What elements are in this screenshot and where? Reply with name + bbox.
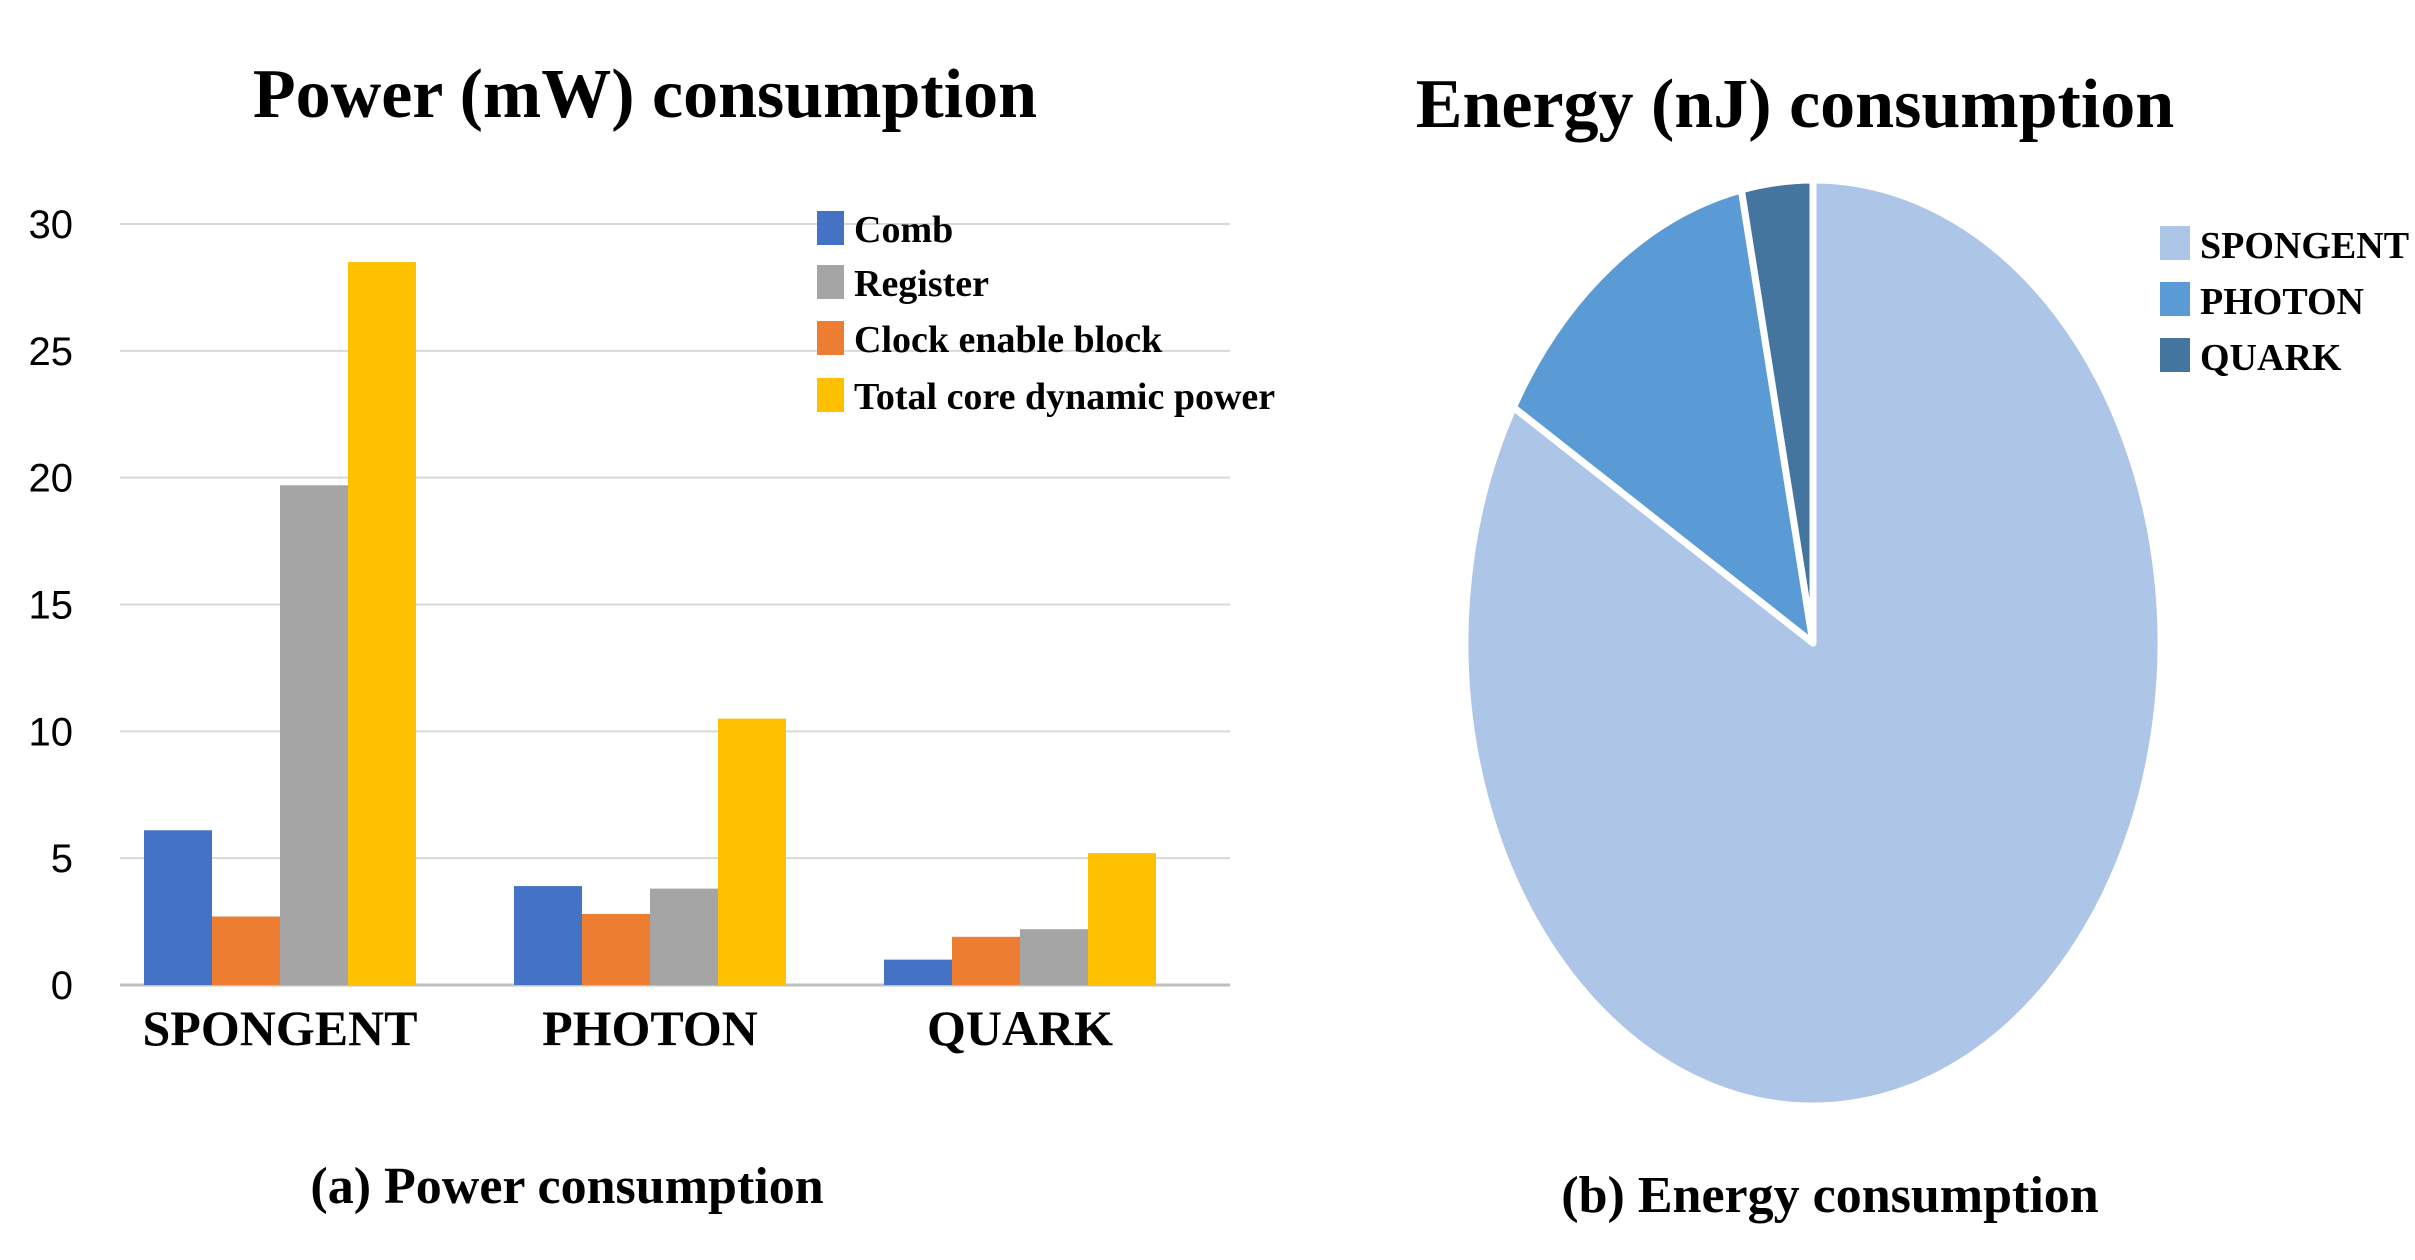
pie-legend-label: QUARK <box>2200 337 2342 379</box>
bar-legend-swatch <box>817 378 844 412</box>
bar-quark-register <box>1020 929 1088 985</box>
bar-photon-register <box>650 888 718 985</box>
bar-category-label: SPONGENT <box>142 1000 417 1056</box>
bar-quark-clock-enable-block <box>952 936 1020 985</box>
bar-category-label: QUARK <box>927 1000 1113 1056</box>
bar-legend-label: Comb <box>854 209 953 251</box>
bar-legend-label: Clock enable block <box>854 319 1163 361</box>
bar-y-tick-label: 20 <box>29 457 74 501</box>
pie-slices <box>1461 176 2165 1110</box>
bar-legend-swatch <box>817 265 844 299</box>
bar-y-tick-label: 30 <box>29 203 74 247</box>
bar-photon-total-core-dynamic-power <box>718 718 786 985</box>
bar-y-tick-label: 15 <box>29 584 74 628</box>
bar-marks <box>144 262 1156 985</box>
bar-category-labels: SPONGENT PHOTON QUARK <box>142 1000 1113 1056</box>
bar-y-tick-label: 0 <box>51 964 73 1008</box>
bar-spongent-comb <box>144 830 212 985</box>
pie-legend: SPONGENT PHOTON QUARK <box>2160 225 2409 379</box>
pie-legend-label: SPONGENT <box>2200 225 2409 267</box>
power-bar-chart: Power (mW) consumption 0 5 10 15 20 25 30 SPON… <box>29 56 1276 1215</box>
bar-quark-comb <box>884 959 952 985</box>
bar-legend-swatch <box>817 211 844 245</box>
bar-quark-total-core-dynamic-power <box>1088 853 1156 985</box>
bar-legend: Comb Register Clock enable block Total core… <box>817 209 1275 418</box>
bar-y-tick-label: 25 <box>29 330 74 374</box>
bar-spongent-register <box>280 485 348 985</box>
bar-y-tick-label: 10 <box>29 710 74 754</box>
pie-legend-swatch <box>2160 338 2190 372</box>
bar-legend-label: Total core dynamic power <box>854 376 1275 418</box>
bar-y-tick-labels: 0 5 10 15 20 25 30 <box>29 203 74 1008</box>
bar-category-label: PHOTON <box>542 1000 758 1056</box>
pie-chart-title: Energy (nJ) consumption <box>1416 66 2174 143</box>
pie-legend-label: PHOTON <box>2200 281 2364 323</box>
pie-slice-quark <box>1737 176 1817 647</box>
bar-spongent-total-core-dynamic-power <box>348 262 416 985</box>
bar-photon-clock-enable-block <box>582 913 650 985</box>
bar-spongent-clock-enable-block <box>212 916 280 985</box>
bar-legend-swatch <box>817 321 844 355</box>
bar-chart-caption: (a) Power consumption <box>310 1158 823 1215</box>
bar-y-tick-label: 5 <box>51 837 73 881</box>
pie-chart-caption: (b) Energy consumption <box>1561 1167 2098 1224</box>
pie-legend-swatch <box>2160 282 2190 316</box>
bar-legend-label: Register <box>854 263 989 305</box>
energy-pie-chart: Energy (nJ) consumption SPONGENT PHOTON QU… <box>1416 66 2409 1224</box>
pie-legend-swatch <box>2160 226 2190 260</box>
pie-slice-photon <box>1509 186 1817 647</box>
pie-slice-spongent <box>1461 176 2165 1110</box>
bar-chart-title: Power (mW) consumption <box>253 56 1037 133</box>
bar-photon-comb <box>514 886 582 985</box>
